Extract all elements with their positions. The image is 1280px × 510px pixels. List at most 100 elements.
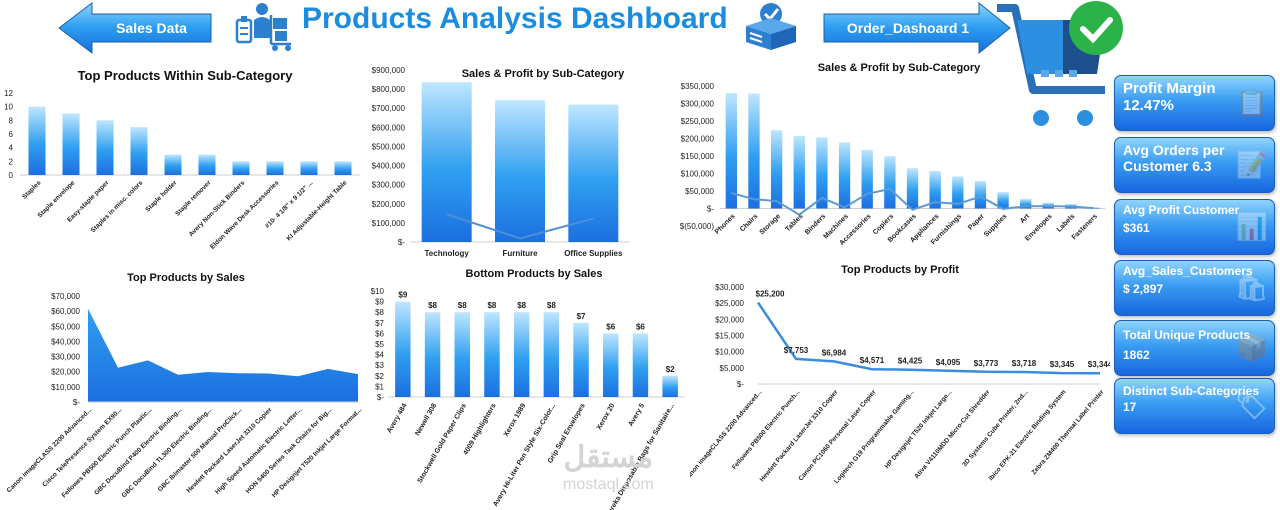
sales-bar xyxy=(884,156,896,209)
chart-screen-icon: 📊 xyxy=(1235,211,1268,242)
order-dashboard-nav-button[interactable]: Order_Dashoard 1 xyxy=(823,2,1011,54)
kpi-profit-margin: Profit Margin 12.47% 📋 xyxy=(1114,75,1275,131)
sales-area xyxy=(88,308,358,402)
top-products-profit-chart: $- $5,000 $10,000 $15,000 $20,000 $25,000 $30,… xyxy=(690,283,1110,485)
y-tick-label: $5,000 xyxy=(720,364,745,373)
profit-line xyxy=(446,213,594,240)
bar xyxy=(484,312,500,397)
y-tick-label: 10 xyxy=(4,103,13,112)
y-tick-label: $20,000 xyxy=(51,368,80,377)
y-tick-label: $4 xyxy=(375,351,384,360)
x-tick-label: Ativa V4110MDD Micro-Cut Shredder xyxy=(913,388,992,480)
data-label: $9 xyxy=(398,291,407,300)
y-tick-label: $- xyxy=(377,393,384,402)
sales-bar xyxy=(568,104,619,243)
x-tick-label: Technology xyxy=(425,249,470,258)
sales-bar xyxy=(861,149,873,209)
profit-line xyxy=(731,187,1094,216)
y-tick-label: $500,000 xyxy=(372,142,406,151)
data-label: $3,344 xyxy=(1088,360,1110,369)
data-label: $8 xyxy=(428,301,437,310)
x-tick-label: Paper xyxy=(967,213,986,232)
sales-bar xyxy=(770,130,783,209)
y-tick-label: $9 xyxy=(375,298,384,307)
kpi-value: 1862 xyxy=(1123,347,1150,362)
y-tick-label: $200,000 xyxy=(681,135,715,144)
x-tick-label: Hewlett Packard LaserJet 3310 Copier xyxy=(759,388,840,483)
order-dashboard-nav-label: Order_Dashoard 1 xyxy=(846,20,970,36)
sales-bar xyxy=(421,82,472,242)
chart-title-sales-profit-category: Sales & Profit by Sub-Category xyxy=(461,68,625,80)
watermark: مستقل mostaql.com xyxy=(563,440,654,494)
kpi-value: $ 2,897 xyxy=(1123,281,1164,296)
bar xyxy=(28,106,46,175)
checkmark-icon xyxy=(1069,1,1123,55)
bar xyxy=(232,161,250,175)
x-tick-label: Eldon Wave Desk Accessories xyxy=(209,179,281,251)
x-tick-label: Fellowes PB500 Electric Punch... xyxy=(731,389,802,471)
x-tick-label: Staple remover xyxy=(174,179,212,217)
x-tick-label: Canon imageCLASS 2200 Advanced... xyxy=(690,389,764,483)
y-tick-label: $250,000 xyxy=(681,117,715,126)
x-tick-label: KI Adjustable-Height Table xyxy=(285,179,348,242)
data-label: $4,571 xyxy=(860,356,885,365)
y-tick-label: $3 xyxy=(375,361,384,370)
kpi-label: Avg Profit Customer xyxy=(1123,203,1240,217)
x-tick-label: Newell 308 xyxy=(414,402,438,437)
y-tick-label: $800,000 xyxy=(372,85,406,94)
data-label: $6 xyxy=(606,322,615,331)
page-title: Products Analysis Dashboard xyxy=(302,2,728,35)
bar xyxy=(662,375,678,397)
y-tick-label: 8 xyxy=(9,116,14,125)
bar xyxy=(632,333,649,397)
shopping-cart-icon xyxy=(993,0,1133,135)
bar xyxy=(130,127,148,175)
y-tick-label: $70,000 xyxy=(51,292,80,301)
sales-bar xyxy=(929,170,941,209)
kpi-label: Avg Orders per xyxy=(1123,142,1225,158)
y-tick-label: $300,000 xyxy=(372,181,406,190)
bar xyxy=(454,312,470,397)
y-tick-label: $700,000 xyxy=(372,104,406,113)
sales-bar xyxy=(495,100,545,243)
kpi-avg-profit-customer: Avg Profit Customer $361 📊 xyxy=(1114,199,1275,255)
x-tick-label: Office Supplies xyxy=(564,249,623,258)
data-label: $8 xyxy=(517,301,526,310)
kpi-value: 17 xyxy=(1123,399,1137,414)
sales-bar xyxy=(748,93,760,209)
y-tick-label: $30,000 xyxy=(51,353,80,362)
y-tick-label: $10,000 xyxy=(715,348,744,357)
bar xyxy=(62,113,80,175)
data-label: $4,095 xyxy=(936,358,961,367)
y-tick-label: $60,000 xyxy=(51,307,80,316)
bar xyxy=(334,161,352,175)
bottom-products-sales-chart: $-$1$2$3$4$5$6$7$8$9$10 $9$8 $8 $8 $8 $8$7$6 $… xyxy=(371,287,685,510)
sales-data-nav-button[interactable]: Sales Data xyxy=(58,2,213,54)
kpi-label: Avg_Sales_Customers xyxy=(1123,264,1253,278)
sales-bar xyxy=(725,92,737,209)
right-arrow-icon xyxy=(823,2,1011,54)
y-tick-label: $5 xyxy=(375,340,384,349)
data-label: $2 xyxy=(666,365,675,374)
data-label: $3,718 xyxy=(1012,359,1037,368)
bar xyxy=(266,161,284,175)
watermark-arabic: مستقل xyxy=(563,441,654,474)
delivery-worker-icon xyxy=(233,0,295,57)
x-tick-label: 3D Systems Cube Printer, 2nd... xyxy=(961,389,1029,469)
y-tick-label: 6 xyxy=(9,130,14,139)
y-tick-label: $- xyxy=(73,398,80,407)
checklist-icon: 📝 xyxy=(1235,149,1268,180)
sales-bar xyxy=(952,176,964,209)
sales-bar xyxy=(793,136,805,209)
sales-profit-category-chart: $- $100,000 $200,000 $300,000 $400,000 $500,0… xyxy=(372,66,630,258)
clipboard-icon: 📋 xyxy=(1235,87,1268,118)
x-tick-label: Chairs xyxy=(739,213,759,233)
x-tick-label: Xerox 20 xyxy=(596,402,617,431)
x-tick-label: Avery Non-Stick Binders xyxy=(188,179,247,238)
bar xyxy=(300,161,318,175)
bar xyxy=(513,312,530,397)
chart-title-top-products-profit: Top Products by Profit xyxy=(841,264,959,276)
y-tick-label: $- xyxy=(398,238,405,247)
y-tick-label: 0 xyxy=(9,171,14,180)
